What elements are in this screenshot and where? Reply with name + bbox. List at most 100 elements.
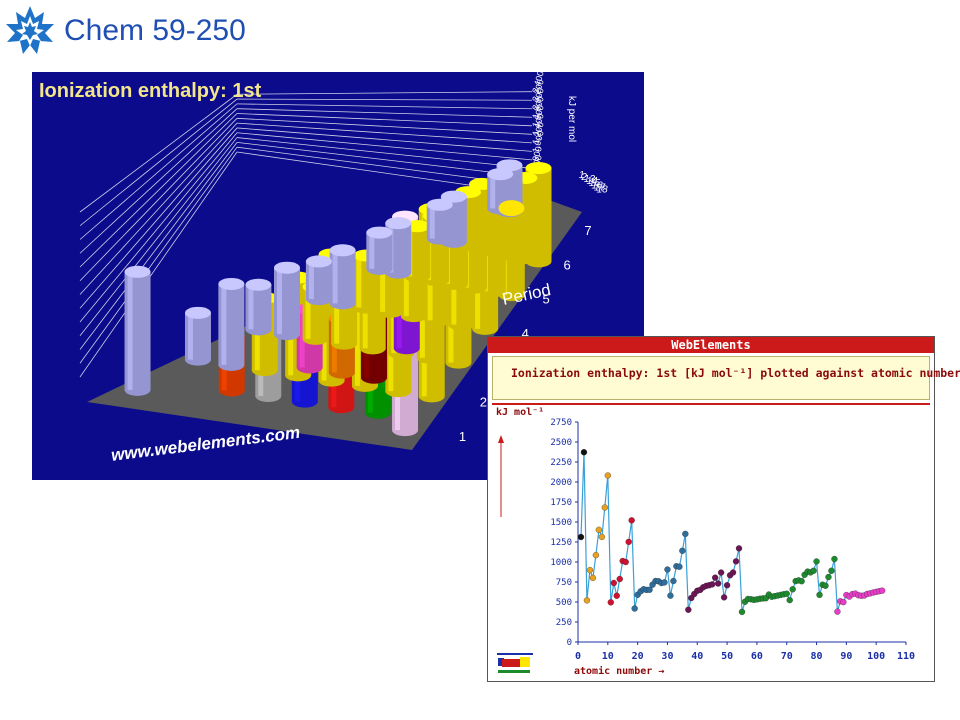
chart-2d-x-tick-label: 20: [632, 651, 644, 662]
chart-2d-data-point: [709, 581, 716, 588]
chart-2d-y-tick-label: 0: [567, 638, 572, 648]
chart-2d-data-point: [831, 555, 838, 563]
chart-2d-y-tick-label: 500: [556, 598, 572, 608]
chart-3d-column: [124, 265, 151, 396]
chart-2d-title: Ionization enthalpy: 1st [kJ mol⁻¹] plot…: [511, 366, 960, 380]
chart-2d-data-point: [583, 597, 591, 604]
legend-icon: [520, 657, 530, 667]
chart-3d-gridline: [236, 127, 533, 152]
chart-3d-period-tick: 2: [480, 395, 487, 410]
chart-3d-group-tick: 17: [594, 182, 606, 193]
chart-3d-group-tick: 14: [586, 176, 598, 187]
chart-3d-column-highlight: [369, 232, 375, 269]
chart-2d-data-point: [822, 582, 829, 589]
chart-2d-data-point: [625, 538, 632, 546]
chart-3d-column-highlight: [429, 204, 435, 239]
chart-3d-gridline: [79, 113, 238, 268]
chart-2d-y-axis-label: kJ mol⁻¹: [496, 407, 544, 418]
chart-3d-column-top: [440, 190, 467, 203]
chart-2d-data-point: [577, 533, 585, 541]
chart-2d-data-point: [670, 577, 677, 585]
chart-2d-data-point: [628, 517, 635, 524]
chart-2d-y-tick-label: 2750: [550, 418, 572, 428]
chart-3d-period-tick: 7: [584, 223, 591, 238]
chart-2d-data-point: [813, 558, 820, 565]
chart-3d-column-highlight: [396, 294, 402, 349]
chart-3d-column-top: [329, 244, 356, 257]
chart-3d-column-top: [426, 198, 453, 211]
chart-2d-data-point: [622, 558, 629, 566]
chart-3d-column-top: [184, 306, 211, 319]
chart-2d-data-point: [586, 566, 594, 574]
chart-3d-gridline: [236, 113, 533, 127]
legend-icon: [497, 653, 533, 655]
chart-2d-data-point: [732, 558, 740, 565]
chart-2d-data-point: [610, 579, 617, 587]
chart-3d-gridline: [236, 103, 533, 110]
chart-2d-data-point: [798, 578, 805, 585]
chart-2d-data-point: [712, 574, 719, 581]
chart-2d-data-point: [676, 563, 683, 570]
chart-2d-x-tick-label: 80: [811, 651, 823, 662]
course-title: Chem 59-250: [64, 14, 246, 47]
chart-3d-column-highlight: [277, 267, 282, 335]
chart-2d-data-point: [810, 567, 817, 574]
chart-2d-data-point: [667, 592, 674, 599]
chart-2d-data-point: [729, 569, 737, 576]
chart-3d-period-tick: 5: [543, 292, 550, 307]
chart-2d-data-point: [661, 579, 668, 586]
chart-2d-title-box: Ionization enthalpy: 1st [kJ mol⁻¹] plot…: [492, 356, 960, 400]
chart-3d-canvas: 02004006008001,0001,2001,4001,6001,8002,…: [79, 72, 609, 450]
chart-3d-gridline: [79, 151, 238, 378]
chart-3d-column-top: [218, 277, 245, 290]
webelements-chart-panel: WebElements Ionization enthalpy: 1st [kJ…: [487, 336, 960, 682]
chart-3d-column: [274, 261, 300, 341]
chart-2d-data-point: [789, 586, 796, 593]
chart-3d-gridline: [79, 142, 238, 350]
chart-3d-column-highlight: [221, 283, 227, 365]
chart-2d-data-point: [580, 449, 588, 456]
chart-2d-data-point: [598, 533, 606, 541]
chart-2d-data-point: [723, 582, 731, 589]
chart-3d-gridline: [79, 118, 238, 282]
chart-3d-gridline: [236, 108, 533, 118]
chart-3d-column-highlight: [356, 255, 362, 308]
chart-2d-data-point: [682, 530, 689, 538]
chart-3d-column-highlight: [127, 271, 133, 390]
chart-2d-y-tick-label: 2500: [550, 438, 572, 448]
chart-2d-data-point: [786, 596, 793, 604]
legend-icon: [498, 658, 504, 666]
chart-2d-canvas: 0250500750100012501500175020002250250027…: [496, 407, 915, 677]
chart-2d-y-tick-label: 2000: [550, 478, 572, 488]
chart-2d-y-tick-label: 250: [556, 618, 572, 628]
chart-3d-z-tick: 800: [530, 145, 544, 162]
chart-3d-gridline: [236, 137, 533, 169]
chart-3d-period-tick: 6: [563, 257, 570, 272]
chart-2d-x-tick-label: 110: [897, 651, 915, 662]
chart-3d-column-highlight: [299, 308, 305, 368]
chart-2d-data-point: [717, 569, 725, 576]
chart-3d-column: [426, 198, 453, 245]
chart-2d-data-point: [878, 587, 886, 594]
chart-3d-column-top: [525, 162, 552, 175]
chart-3d-column-highlight: [380, 243, 386, 312]
chart-2d-data-point: [616, 575, 623, 583]
chart-2d-data-point: [664, 566, 671, 573]
chart-2d-x-tick-label: 40: [691, 651, 703, 662]
chart-3d-gridline: [236, 91, 533, 95]
legend-icon: [498, 670, 530, 673]
chart-3d-column-top: [305, 255, 332, 268]
chart-3d-group-tick: 18: [597, 184, 609, 195]
chart-3d-column-highlight: [187, 312, 193, 360]
maple-leaf-logo-icon: [4, 4, 56, 56]
chart-2d-data-point: [834, 608, 841, 615]
chart-3d-column-top: [124, 265, 151, 278]
chart-2d-data-point: [720, 594, 728, 601]
chart-2d-series-line: [580, 452, 883, 613]
chart-2d-data-point: [828, 567, 835, 574]
chart-3d-column: [329, 244, 356, 310]
chart-3d-column-highlight: [332, 250, 338, 304]
chart-3d-gridline: [79, 146, 238, 364]
chart-2d-data-point: [646, 586, 653, 593]
chart-3d-gridline: [236, 132, 533, 161]
